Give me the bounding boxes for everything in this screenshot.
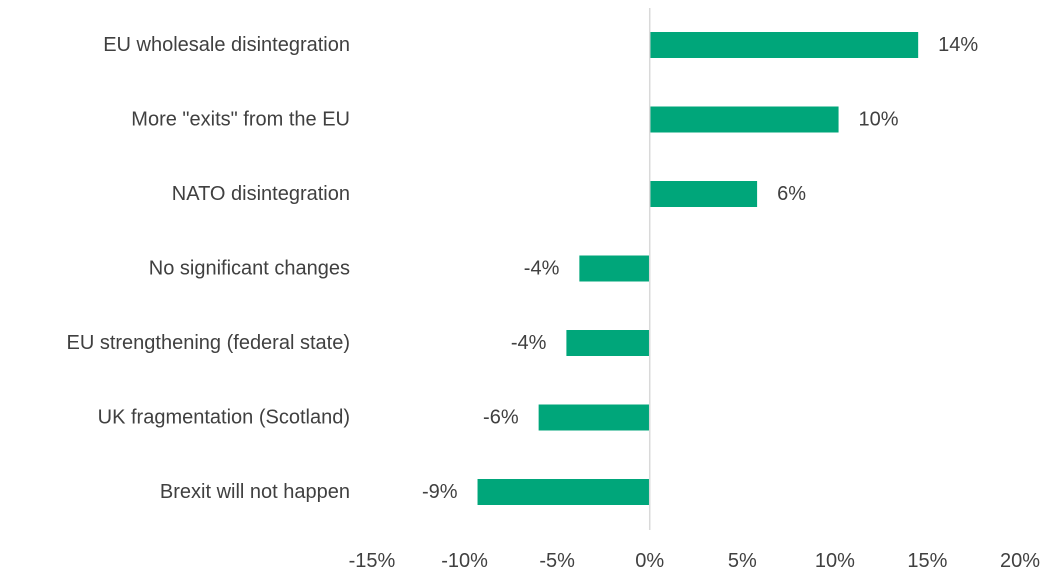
category-label: More "exits" from the EU [131, 109, 350, 131]
x-tick-label: -10% [441, 550, 488, 571]
x-tick-label: 5% [728, 550, 757, 571]
x-tick-label: -5% [539, 550, 575, 571]
x-tick-label: 0% [635, 550, 664, 571]
category-labels: EU wholesale disintegration More "exits" … [67, 34, 351, 503]
x-tick-label: -15% [349, 550, 396, 571]
bar [649, 32, 919, 58]
data-label: 10% [859, 109, 899, 131]
bar [538, 404, 650, 431]
data-label: -4% [511, 332, 547, 354]
category-label: EU strengthening (federal state) [67, 332, 351, 354]
x-tick-label: 20% [1000, 550, 1040, 571]
category-label: No significant changes [149, 258, 350, 280]
bar [649, 106, 839, 133]
bar [649, 181, 758, 207]
category-label: UK fragmentation (Scotland) [98, 407, 350, 429]
bar [579, 255, 650, 282]
bars-layer [477, 32, 919, 505]
category-label: Brexit will not happen [160, 481, 350, 503]
data-label: -6% [483, 407, 519, 429]
data-label: -9% [422, 481, 458, 503]
bar [477, 479, 650, 505]
x-tick-label: 10% [815, 550, 855, 571]
data-label: 14% [938, 34, 978, 56]
x-axis-tick-labels: -15% -10% -5% 0% 5% 10% 15% 20% [349, 550, 1041, 571]
category-label: NATO disintegration [172, 183, 350, 205]
data-label: -4% [524, 258, 560, 280]
bar [566, 330, 650, 356]
data-label: 6% [777, 183, 806, 205]
data-labels: 14% 10% 6% -4% -4% -6% -9% [422, 34, 978, 503]
category-label: EU wholesale disintegration [103, 34, 350, 56]
x-tick-label: 15% [907, 550, 947, 571]
